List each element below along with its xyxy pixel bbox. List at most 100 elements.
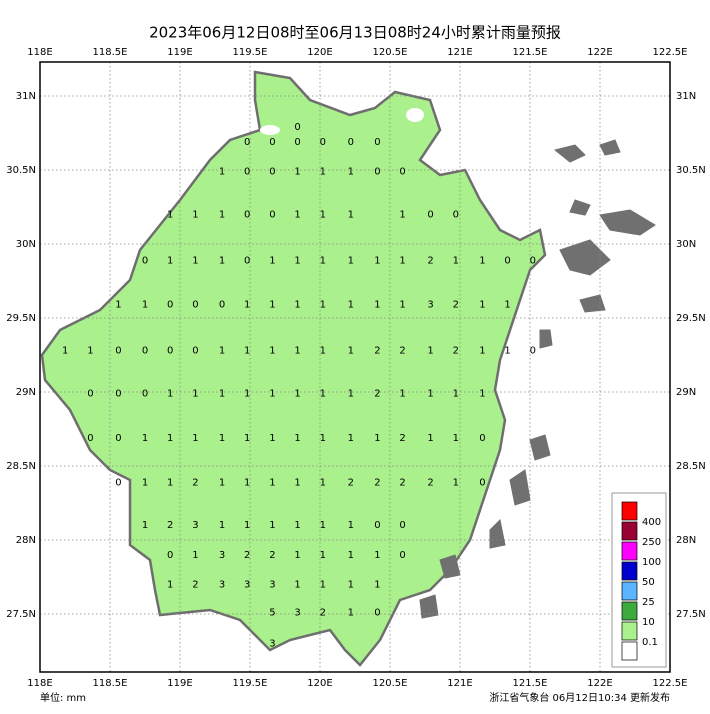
legend-swatch [621, 541, 638, 561]
station-value: 0 [530, 255, 536, 266]
legend-label: 0.1 [642, 637, 658, 648]
lake [406, 108, 424, 122]
lon-tick-label: 121E [447, 47, 472, 58]
station-value: 1 [294, 477, 300, 488]
station-value: 1 [427, 433, 433, 444]
station-value: 0 [142, 255, 148, 266]
station-value: 1 [142, 477, 148, 488]
unit-label: 单位: mm [40, 691, 86, 704]
lon-tick-label: 122.5E [653, 47, 688, 58]
station-value: 1 [348, 550, 354, 561]
station-value: 1 [320, 346, 326, 357]
station-value: 1 [320, 300, 326, 311]
lat-tick-label: 28.5N [6, 461, 36, 472]
station-value: 1 [219, 255, 225, 266]
lon-tick-label: 121.5E [513, 678, 548, 689]
station-value: 0 [167, 346, 173, 357]
issuer-label: 浙江省气象台 06月12日10:34 更新发布 [489, 691, 670, 704]
lon-tick-label: 122.5E [653, 678, 688, 689]
legend-label: 400 [642, 517, 661, 528]
station-value: 1 [479, 255, 485, 266]
station-value: 1 [269, 433, 275, 444]
station-value: 1 [244, 477, 250, 488]
station-value: 2 [399, 477, 405, 488]
legend-box [611, 492, 667, 668]
province-area [40, 70, 547, 667]
station-value: 1 [294, 166, 300, 177]
station-value: 1 [269, 300, 275, 311]
station-value: 0 [269, 137, 275, 148]
station-value: 2 [320, 608, 326, 619]
station-value: 1 [219, 209, 225, 220]
station-value: 2 [453, 346, 459, 357]
station-value: 1 [192, 433, 198, 444]
station-value: 2 [192, 579, 198, 590]
station-value: 0 [142, 346, 148, 357]
lon-tick-label: 118.5E [93, 678, 128, 689]
station-value: 1 [504, 346, 510, 357]
legend-label: 50 [642, 577, 655, 588]
lat-tick-label: 28.5N [676, 461, 706, 472]
legend-swatch [621, 581, 638, 601]
station-value: 0 [399, 166, 405, 177]
lat-tick-label: 30N [676, 239, 696, 250]
lon-tick-label: 120.5E [373, 678, 408, 689]
station-value: 0 [294, 137, 300, 148]
station-value: 1 [269, 388, 275, 399]
station-value: 1 [374, 255, 380, 266]
station-value: 1 [294, 255, 300, 266]
lon-tick-label: 120.5E [373, 47, 408, 58]
station-value: 0 [167, 550, 173, 561]
station-value: 1 [320, 255, 326, 266]
station-value: 3 [427, 300, 433, 311]
lat-tick-label: 29N [16, 387, 36, 398]
station-value: 0 [320, 137, 326, 148]
lat-tick-label: 29.5N [676, 313, 706, 324]
station-value: 1 [453, 255, 459, 266]
station-value: 0 [87, 388, 93, 399]
station-value: 5 [269, 608, 275, 619]
station-value: 1 [399, 300, 405, 311]
station-value: 1 [320, 579, 326, 590]
station-value: 1 [115, 300, 121, 311]
station-value: 0 [244, 255, 250, 266]
station-value: 0 [244, 209, 250, 220]
station-value: 1 [269, 255, 275, 266]
station-value: 1 [244, 388, 250, 399]
legend-label: 100 [642, 557, 661, 568]
lat-tick-label: 30N [16, 239, 36, 250]
legend-swatch [621, 621, 638, 641]
station-value: 0 [504, 255, 510, 266]
station-value: 1 [427, 388, 433, 399]
station-value: 0 [115, 433, 121, 444]
station-value: 1 [244, 300, 250, 311]
station-value: 0 [374, 166, 380, 177]
station-value: 2 [427, 477, 433, 488]
lon-tick-label: 122E [587, 47, 612, 58]
station-value: 1 [320, 550, 326, 561]
station-value: 0 [244, 137, 250, 148]
station-value: 1 [348, 166, 354, 177]
legend-swatch [621, 561, 638, 581]
station-value: 3 [192, 520, 198, 531]
station-value: 0 [453, 209, 459, 220]
station-value: 3 [269, 579, 275, 590]
station-value: 1 [142, 300, 148, 311]
station-value: 1 [219, 477, 225, 488]
station-value: 1 [453, 477, 459, 488]
lon-tick-label: 118.5E [93, 47, 128, 58]
station-value: 1 [504, 300, 510, 311]
station-value: 1 [348, 433, 354, 444]
station-value: 0 [374, 608, 380, 619]
station-value: 1 [348, 209, 354, 220]
lake [260, 125, 280, 135]
station-value: 2 [192, 477, 198, 488]
legend-swatch [621, 601, 638, 621]
lat-tick-label: 31N [16, 91, 36, 102]
station-value: 1 [167, 388, 173, 399]
station-value: 1 [427, 346, 433, 357]
legend-label: 10 [642, 617, 655, 628]
station-value: 1 [320, 477, 326, 488]
station-value: 0 [294, 122, 300, 133]
